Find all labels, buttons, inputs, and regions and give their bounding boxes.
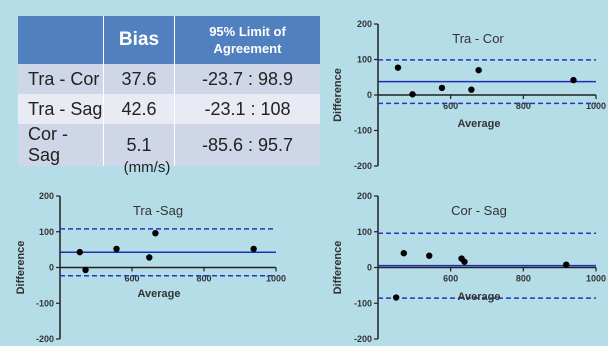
x-axis-label: Average [457, 291, 500, 303]
table-cell-limits: -85.6 : 95.7 [174, 124, 320, 166]
x-tick-label: 600 [443, 274, 458, 284]
data-point [461, 258, 468, 265]
y-tick-label: 100 [39, 227, 54, 237]
table-cell-bias: 37.6 [103, 64, 175, 94]
data-point [563, 261, 570, 268]
x-tick-label: 1000 [586, 101, 606, 111]
y-tick-label: 100 [357, 55, 372, 65]
table-cell-bias: 5.1 [103, 124, 175, 166]
y-axis-label: Difference [332, 241, 344, 295]
table-row: Cor - Sag 5.1 -85.6 : 95.7 [18, 124, 320, 166]
y-tick-label: 200 [357, 19, 372, 29]
x-axis-label: Average [137, 288, 180, 300]
chart-title: Tra - Cor [452, 31, 504, 46]
y-tick-label: -100 [354, 126, 372, 136]
table-cell-limits: -23.1 : 108 [174, 94, 320, 124]
table-cell-bias: 42.6 [103, 94, 175, 124]
data-point [250, 245, 257, 253]
table-cell-label: Tra - Cor [18, 64, 104, 94]
data-point [82, 266, 89, 274]
data-point [392, 294, 400, 301]
y-tick-label: 200 [357, 191, 372, 201]
x-tick-label: 800 [196, 274, 211, 284]
y-tick-label: 100 [357, 227, 372, 237]
y-tick-label: 200 [39, 191, 54, 201]
data-point [438, 84, 446, 92]
data-point [426, 252, 433, 259]
y-tick-label: 0 [367, 90, 372, 100]
x-tick-label: 1000 [266, 274, 286, 284]
y-axis-label: Difference [15, 241, 27, 295]
data-point [400, 250, 407, 257]
data-point [570, 76, 577, 84]
chart-title: Tra -Sag [133, 203, 183, 218]
x-tick-label: 800 [516, 101, 531, 111]
table-cell-label: Cor - Sag [18, 124, 104, 166]
y-tick-label: -100 [354, 298, 372, 308]
table-row: Tra - Sag 42.6 -23.1 : 108 [18, 94, 320, 124]
table-header-row: Bias 95% Limit of Agreement [18, 16, 320, 64]
data-point [394, 64, 402, 71]
x-tick-label: 600 [443, 101, 458, 111]
table-header-cell: 95% Limit of Agreement [174, 16, 320, 64]
data-point [409, 91, 416, 98]
stats-table: Bias 95% Limit of Agreement Tra - Cor 37… [18, 16, 320, 166]
chart-title: Cor - Sag [451, 203, 507, 218]
y-tick-label: -100 [36, 298, 54, 308]
table-row: Tra - Cor 37.6 -23.7 : 98.9 [18, 64, 320, 94]
data-point [475, 66, 482, 74]
y-tick-label: -200 [36, 334, 54, 344]
y-tick-label: 0 [367, 263, 372, 273]
table-cell-label: Tra - Sag [18, 94, 104, 124]
y-tick-label: -200 [354, 161, 372, 171]
y-axis-label: Difference [332, 68, 344, 122]
table-header-cell [18, 16, 104, 64]
units-label: (mm/s) [123, 159, 171, 176]
x-tick-label: 800 [516, 274, 531, 284]
data-point [152, 229, 159, 237]
x-tick-label: 1000 [586, 274, 606, 284]
table-cell-limits: -23.7 : 98.9 [174, 64, 320, 94]
data-point [468, 86, 475, 93]
data-point [146, 254, 153, 261]
x-axis-label: Average [457, 118, 500, 130]
y-tick-label: -200 [354, 334, 372, 344]
data-point [76, 248, 84, 256]
data-point [113, 245, 120, 253]
x-tick-label: 600 [124, 274, 139, 284]
table-header-cell: Bias [103, 16, 175, 64]
y-tick-label: 0 [49, 263, 54, 273]
